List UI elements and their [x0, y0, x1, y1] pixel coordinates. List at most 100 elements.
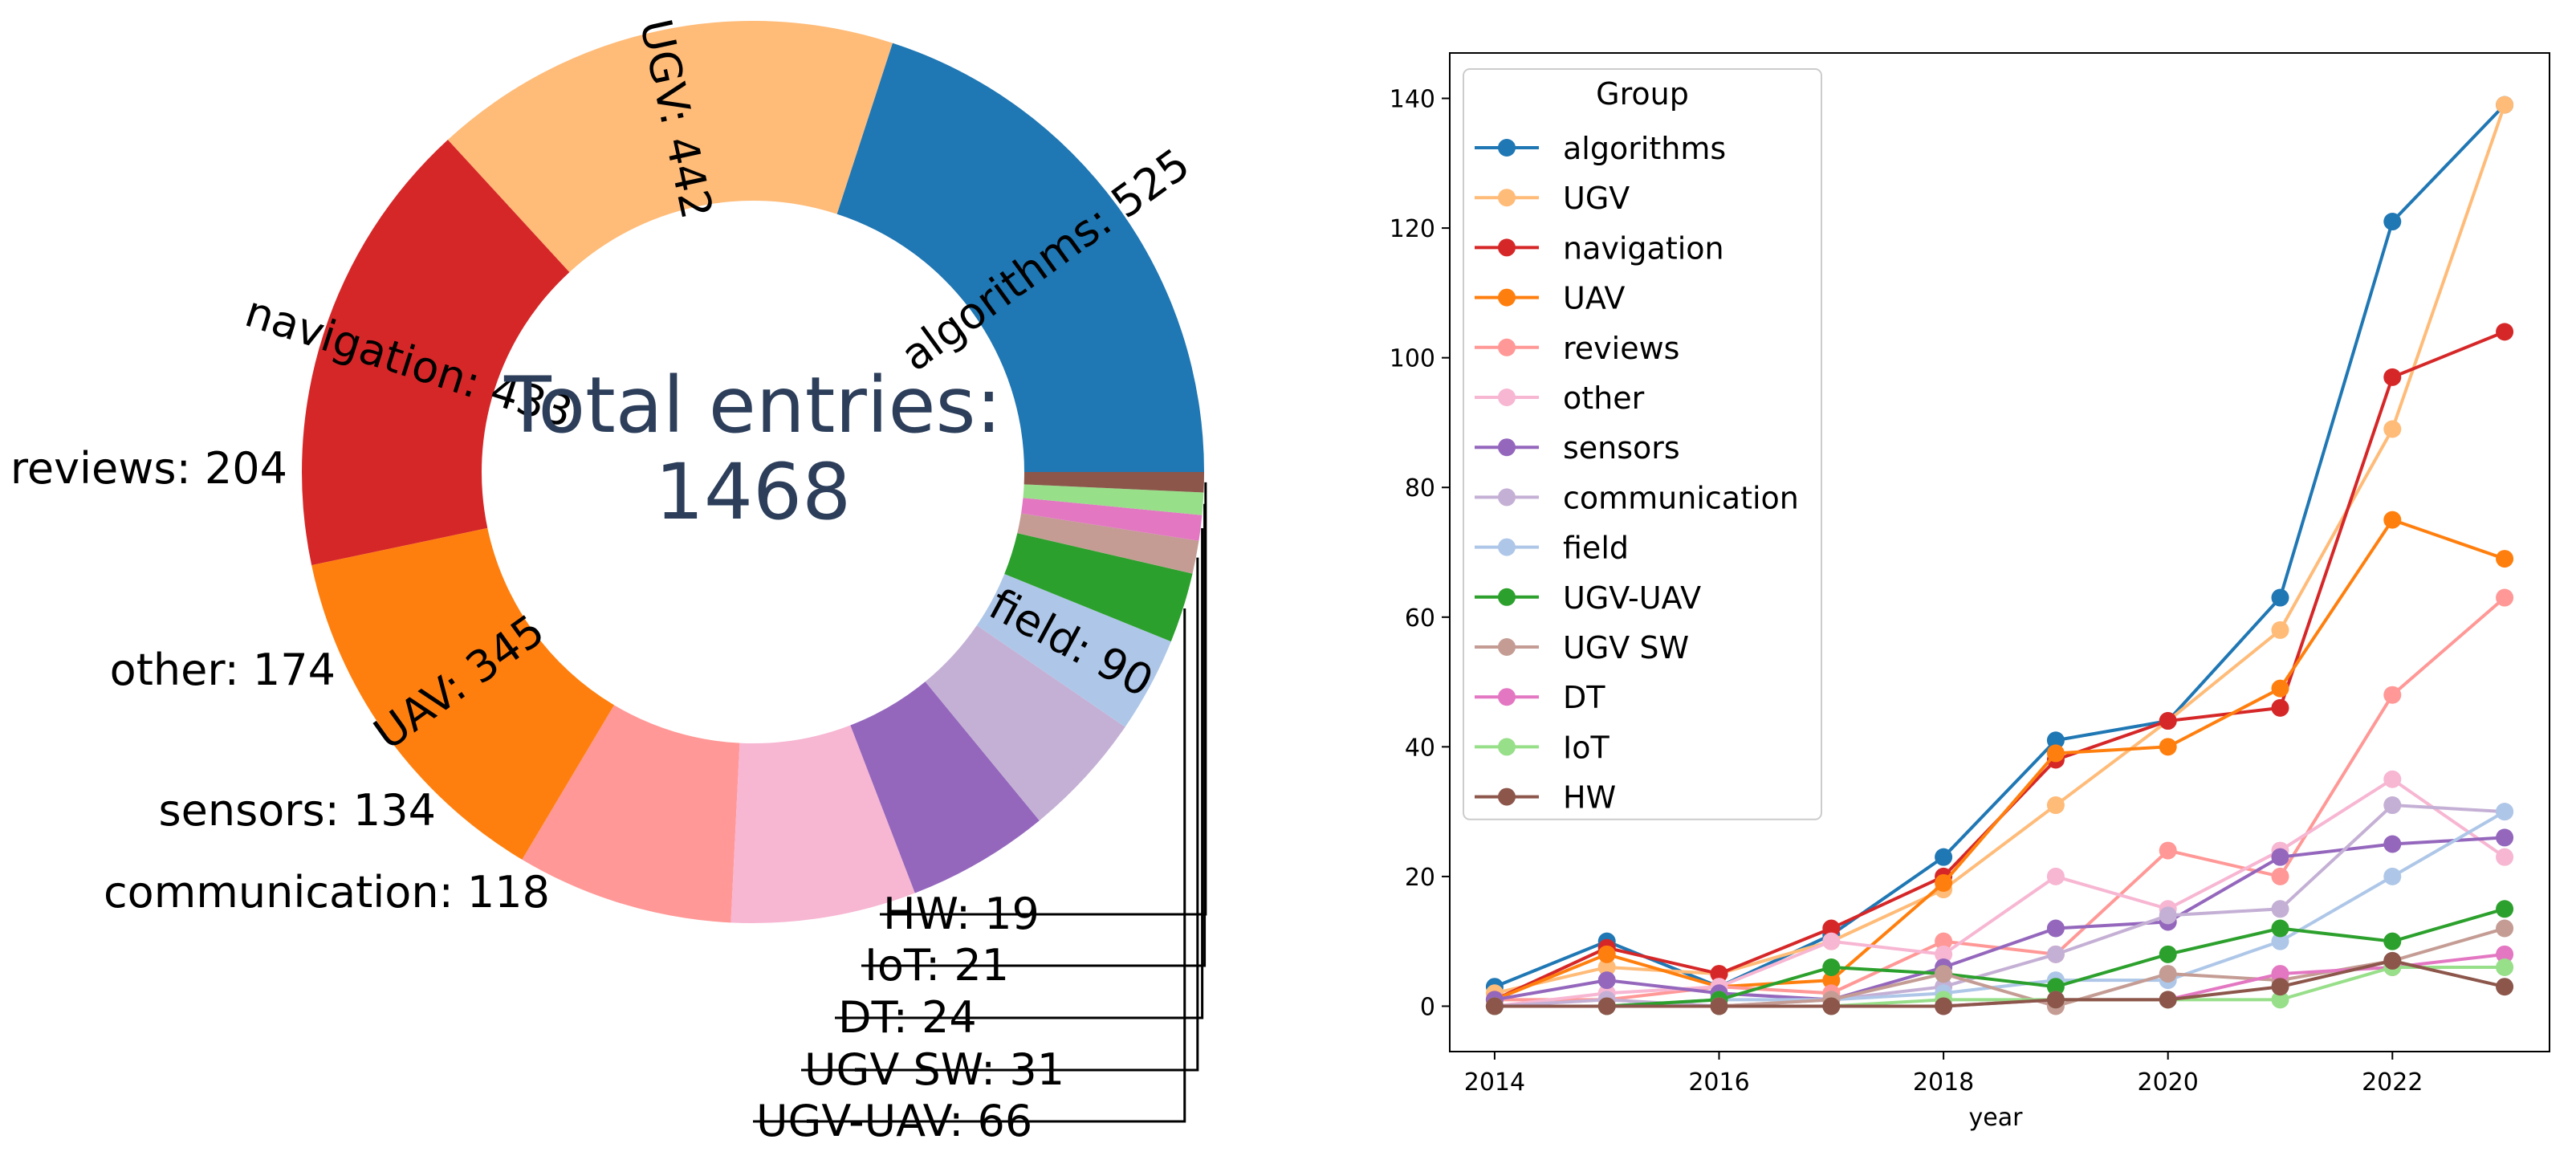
point-reviews-2023	[2496, 588, 2514, 607]
point-other-2017	[1822, 932, 1841, 950]
series-line-other	[1494, 777, 2506, 1008]
legend-item-field: field	[1475, 531, 1629, 566]
legend-label: IoT	[1563, 730, 1609, 765]
legend-item-ugv-uav: UGV-UAV	[1475, 580, 1701, 616]
point-hw-2014	[1485, 997, 1504, 1015]
point-uav-2021	[2271, 679, 2289, 698]
point-ugv-uav-2019	[2046, 978, 2065, 996]
legend-label: UGV SW	[1563, 630, 1689, 665]
legend-swatch-marker	[1498, 538, 1516, 556]
leader-line-ugv-uav	[753, 608, 1186, 1123]
point-hw-2018	[1935, 997, 1953, 1015]
series-hw	[1485, 951, 2514, 1015]
point-field-2023	[2496, 803, 2514, 821]
legend-label: HW	[1563, 780, 1616, 816]
point-ugv-sw-2020	[2159, 965, 2177, 983]
legend-item-other: other	[1475, 380, 1645, 416]
legend-label: UGV-UAV	[1563, 580, 1701, 616]
legend-label: navigation	[1563, 230, 1724, 266]
center-label-total: 1468	[655, 447, 851, 537]
legend-label: field	[1563, 531, 1629, 566]
point-ugv-uav-2020	[2159, 945, 2177, 963]
point-other-2023	[2496, 848, 2514, 866]
y-tick-label: 140	[1390, 86, 1435, 114]
point-dt-2023	[2496, 945, 2514, 963]
point-navigation-2022	[2383, 368, 2402, 386]
legend-item-sensors: sensors	[1475, 430, 1680, 466]
point-uav-2020	[2159, 738, 2177, 756]
legend-item-dt: DT	[1475, 680, 1605, 715]
slice-uav	[311, 527, 615, 860]
series-line-hw	[1494, 958, 2505, 1008]
point-ugv-uav-2023	[2496, 900, 2514, 918]
series-line-ugv-uav	[1494, 907, 2505, 1008]
legend-item-reviews: reviews	[1475, 331, 1679, 366]
point-dt-2021	[2271, 965, 2289, 983]
legend-label: other	[1563, 380, 1645, 416]
point-hw-2015	[1597, 997, 1616, 1015]
y-tick-label: 40	[1405, 734, 1435, 762]
point-uav-2017	[1822, 971, 1841, 990]
center-label-title: Total entries:	[503, 360, 1002, 450]
slice-label-dt: DT: 24	[838, 992, 977, 1043]
legend-swatch-marker	[1498, 738, 1516, 756]
point-ugv-uav-2017	[1822, 958, 1841, 976]
legend-label: UAV	[1563, 281, 1625, 316]
y-tick-label: 120	[1390, 215, 1435, 243]
slice-ugv-uav	[1004, 533, 1193, 642]
legend-label: communication	[1563, 480, 1799, 515]
slice-label-iot: IoT: 21	[865, 940, 1009, 991]
legend-item-ugv-sw: UGV SW	[1475, 630, 1689, 665]
legend-swatch-marker	[1498, 488, 1516, 507]
point-sensors-2021	[2271, 848, 2289, 866]
legend-item-ugv: UGV	[1475, 181, 1630, 216]
legend-swatch-marker	[1498, 139, 1516, 157]
point-algorithms-2019	[2046, 731, 2065, 750]
point-navigation-2023	[2496, 323, 2514, 341]
point-communication-2021	[2271, 900, 2289, 918]
slice-ugv	[447, 20, 893, 273]
y-tick-label: 0	[1420, 993, 1435, 1021]
legend-item-uav: UAV	[1475, 281, 1625, 316]
point-uav-2022	[2383, 511, 2402, 529]
slice-label-hw: HW: 19	[883, 889, 1040, 939]
slice-dt	[1021, 498, 1203, 541]
slice-iot	[1023, 484, 1204, 515]
legend-swatch-marker	[1498, 389, 1516, 406]
slice-label-sensors: sensors: 134	[158, 785, 436, 836]
legend-item-communication: communication	[1475, 480, 1799, 515]
y-tick-label: 100	[1390, 345, 1435, 373]
y-tick-label: 80	[1405, 474, 1435, 503]
point-sensors-2015	[1597, 971, 1616, 990]
point-iot-2021	[2271, 991, 2289, 1009]
y-tick-label: 60	[1405, 604, 1435, 633]
series-line-sensors	[1494, 836, 2505, 1002]
legend-swatch-marker	[1498, 438, 1516, 457]
point-ugv-uav-2021	[2271, 919, 2289, 938]
slice-sensors	[850, 682, 1040, 893]
legend-swatch-marker	[1498, 588, 1516, 606]
legend-label: sensors	[1563, 430, 1680, 466]
legend-swatch-marker	[1498, 638, 1516, 656]
point-sensors-2019	[2046, 919, 2065, 938]
point-ugv-uav-2022	[2383, 932, 2402, 950]
legend-item-navigation: navigation	[1475, 230, 1724, 266]
legend-label: reviews	[1563, 331, 1679, 366]
point-hw-2021	[2271, 978, 2289, 996]
point-reviews-2022	[2383, 686, 2402, 704]
x-tick-label: 2018	[1913, 1068, 1974, 1097]
leader-line-hw	[880, 482, 1207, 916]
x-tick-label: 2014	[1464, 1068, 1525, 1097]
slice-label-communication: communication: 118	[104, 867, 550, 918]
point-uav-2019	[2046, 744, 2065, 763]
series-line-uav	[1494, 518, 2505, 1002]
point-hw-2020	[2159, 991, 2177, 1009]
point-other-2019	[2046, 867, 2065, 885]
legend-swatch-marker	[1498, 688, 1516, 706]
legend-item-iot: IoT	[1475, 730, 1609, 765]
legend-label: UGV	[1563, 181, 1630, 216]
point-navigation-2020	[2159, 712, 2177, 730]
point-hw-2017	[1822, 997, 1841, 1015]
